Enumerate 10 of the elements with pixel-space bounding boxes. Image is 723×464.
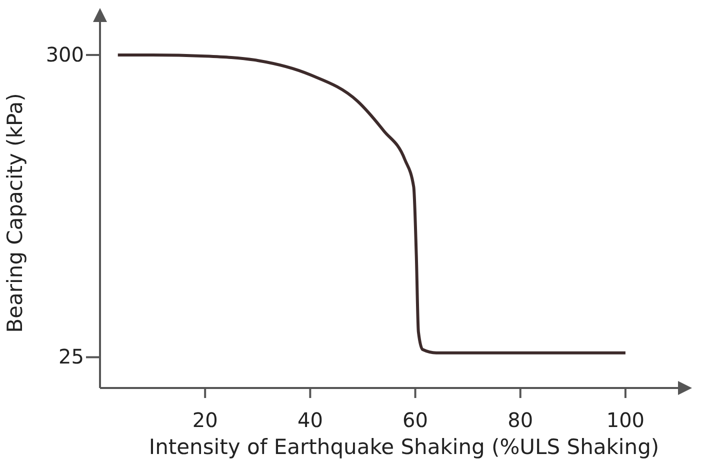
x-tick-label: 60 xyxy=(402,408,428,432)
x-tick-label: 40 xyxy=(297,408,323,432)
y-tick-label: 25 xyxy=(58,344,84,369)
y-axis-title: Bearing Capacity (kPa) xyxy=(3,93,27,333)
x-tick-label: 20 xyxy=(192,408,218,432)
x-tick-label: 80 xyxy=(508,408,534,432)
y-tick-label: 300 xyxy=(46,42,84,66)
line-series xyxy=(116,53,627,354)
x-axis-title: Intensity of Earthquake Shaking (%ULS Shaking) xyxy=(148,435,660,459)
x-tick-label: 100 xyxy=(606,408,645,432)
